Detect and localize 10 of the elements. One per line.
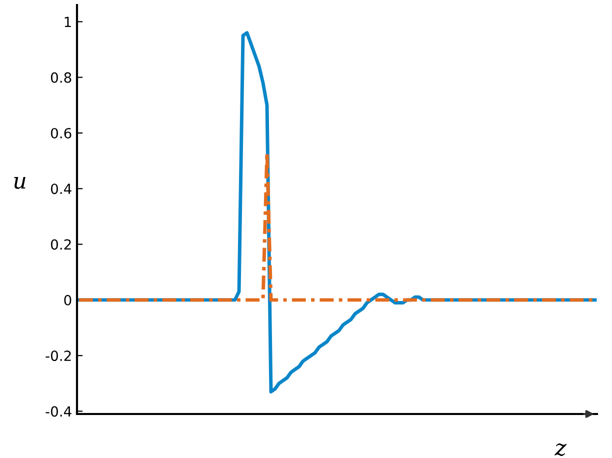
y-tick-label: 1	[64, 16, 71, 27]
y-tick-label: 0.6	[50, 128, 72, 138]
y-tick-label: 0.4	[50, 184, 72, 194]
x-axis-title: z	[554, 443, 567, 456]
y-tick-label: 0.2	[50, 239, 71, 250]
y-tick-label: -0.2	[46, 350, 71, 362]
y-tick-label: -0.4	[46, 406, 72, 417]
y-axis-title: u	[14, 176, 26, 189]
y-tick-label: 0.8	[50, 72, 72, 83]
y-tick-label: 0	[64, 294, 72, 306]
